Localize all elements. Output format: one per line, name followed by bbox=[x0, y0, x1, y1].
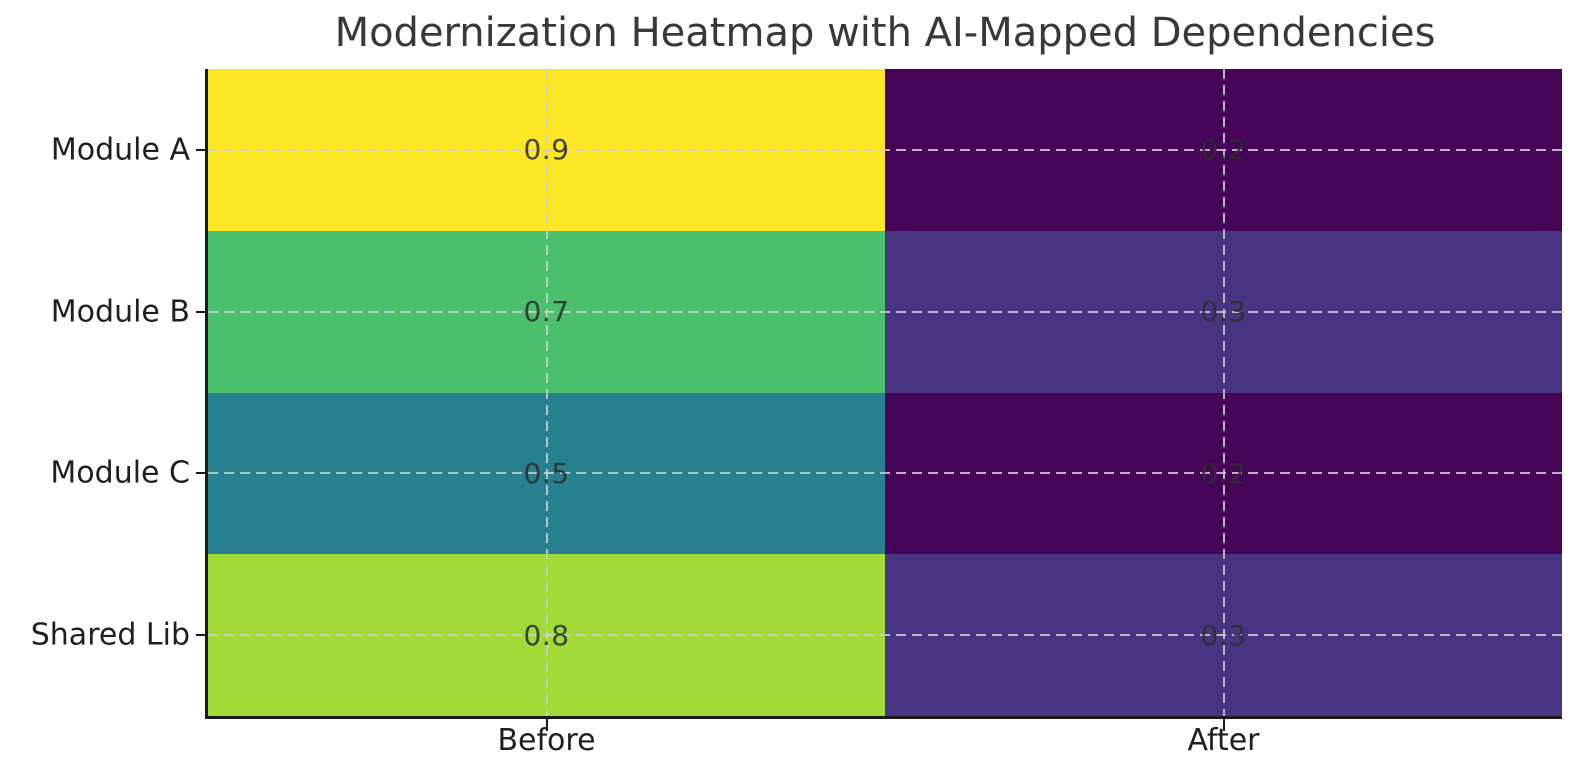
y-axis-label-shared-lib: Shared Lib bbox=[30, 617, 190, 653]
y-axis-label-module-c: Module C bbox=[50, 455, 190, 491]
cell-value-label: 0.2 bbox=[1200, 133, 1247, 167]
heatmap-cell-module-c-before: 0.5 bbox=[208, 392, 885, 555]
x-axis-label-before: Before bbox=[497, 723, 596, 758]
x-axis-spine bbox=[205, 716, 1562, 719]
y-axis-labels: Module A Module B Module C Shared Lib bbox=[0, 69, 190, 716]
x-tick bbox=[1222, 719, 1225, 731]
y-axis-spine bbox=[205, 69, 208, 719]
heatmap-cell-module-a-before: 0.9 bbox=[208, 69, 885, 231]
chart-title: Modernization Heatmap with AI-Mapped Dep… bbox=[334, 10, 1436, 56]
cell-value-label: 0.8 bbox=[523, 618, 570, 652]
heatmap-cell-shared-lib-before: 0.8 bbox=[208, 554, 885, 716]
y-tick bbox=[196, 634, 208, 637]
y-tick bbox=[196, 472, 208, 475]
heatmap-cell-module-a-after: 0.2 bbox=[885, 69, 1562, 231]
y-axis-label-module-b: Module B bbox=[50, 294, 190, 330]
heatmap-plot-area: 0.9 0.2 0.7 0.3 0.5 0.2 0.8 0.3 bbox=[196, 69, 1562, 731]
cell-value-label: 0.2 bbox=[1200, 456, 1247, 490]
x-tick bbox=[545, 719, 548, 731]
cell-value-label: 0.3 bbox=[1200, 295, 1247, 329]
heatmap-cell-module-b-after: 0.3 bbox=[885, 230, 1562, 393]
y-axis-label-module-a: Module A bbox=[50, 132, 190, 168]
heatmap-cell-shared-lib-after: 0.3 bbox=[885, 554, 1562, 716]
cell-value-label: 0.5 bbox=[523, 456, 570, 490]
cell-value-label: 0.3 bbox=[1200, 618, 1247, 652]
cell-value-label: 0.9 bbox=[523, 133, 570, 167]
x-axis-labels: Before After bbox=[208, 721, 1562, 771]
heatmap-grid: 0.9 0.2 0.7 0.3 0.5 0.2 0.8 0.3 bbox=[208, 69, 1562, 716]
heatmap-cell-module-b-before: 0.7 bbox=[208, 230, 885, 393]
cell-value-label: 0.7 bbox=[523, 295, 570, 329]
y-tick bbox=[196, 148, 208, 151]
x-axis-label-after: After bbox=[1187, 723, 1260, 758]
y-tick bbox=[196, 310, 208, 313]
heatmap-cell-module-c-after: 0.2 bbox=[885, 392, 1562, 555]
